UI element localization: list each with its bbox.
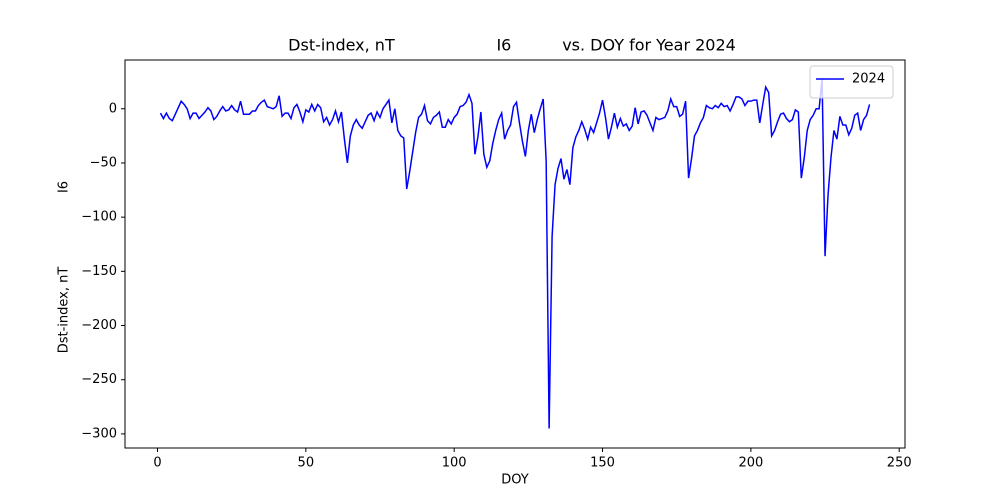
legend-box: [809, 65, 894, 99]
x-tick-label: 50: [298, 456, 315, 471]
x-axis-label: DOY: [501, 473, 529, 488]
y-axis-label: Dst-index, nT: [57, 267, 72, 354]
chart-title: Dst-index, nT I6 vs. DOY for Year 2024: [288, 36, 736, 55]
x-tick-label: 0: [153, 456, 161, 471]
x-tick-label: 100: [442, 456, 467, 471]
legend-label: 2024: [852, 72, 885, 87]
x-tick-label: 250: [887, 456, 912, 471]
y-axis-label: I6: [57, 181, 72, 193]
y-tick-label: −200: [81, 318, 117, 333]
data-line: [159, 78, 871, 429]
y-tick-label: −150: [81, 264, 117, 279]
y-tick-label: 0: [109, 101, 117, 116]
y-tick-label: −50: [90, 155, 117, 170]
plot-frame: [124, 59, 906, 449]
y-tick-label: −100: [81, 210, 117, 225]
x-tick-label: 150: [590, 456, 615, 471]
y-tick-label: −250: [81, 372, 117, 387]
x-tick-label: 200: [738, 456, 763, 471]
y-tick-label: −300: [81, 426, 117, 441]
